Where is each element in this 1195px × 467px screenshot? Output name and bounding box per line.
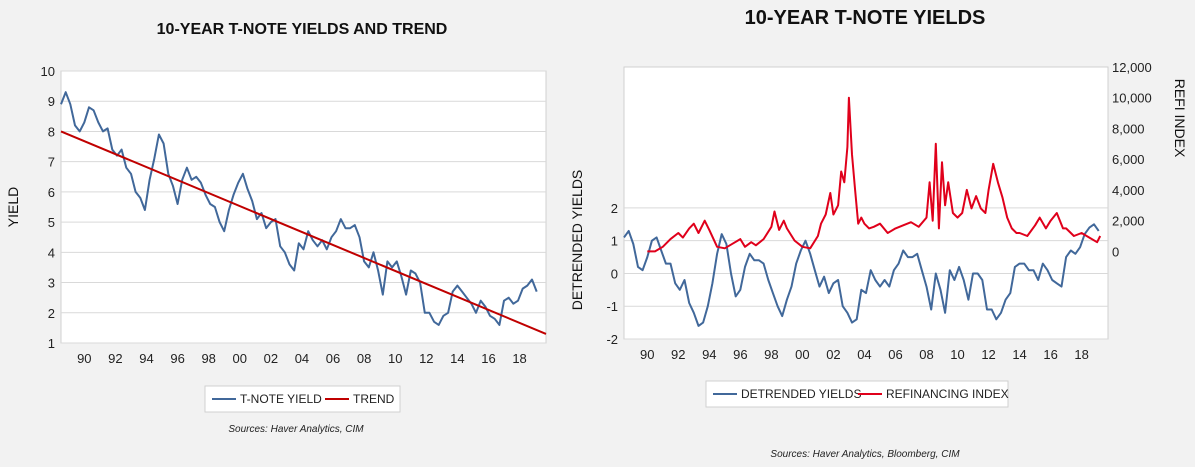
left-chart-title: 10-YEAR T-NOTE YIELDS AND TREND <box>157 21 448 38</box>
y-tick-label: 2 <box>611 201 618 216</box>
y2-tick-label: 12,000 <box>1112 60 1152 75</box>
right-legend-detrended-label: DETRENDED YIELDS <box>741 387 861 401</box>
left-chart: 10-YEAR T-NOTE YIELDS AND TREND 12345678… <box>5 21 547 435</box>
x-tick-label: 04 <box>295 351 309 366</box>
y-tick-label: -2 <box>606 332 618 347</box>
y2-tick-label: 0 <box>1112 244 1119 259</box>
y2-tick-label: 8,000 <box>1112 121 1145 136</box>
x-tick-label: 94 <box>139 351 153 366</box>
left-legend-box <box>204 385 401 413</box>
x-tick-label: 00 <box>795 347 809 362</box>
right-plot-area <box>623 66 1109 340</box>
y-tick-label: 3 <box>48 276 55 291</box>
left-plot-area <box>60 70 547 344</box>
x-tick-label: 96 <box>170 351 184 366</box>
right-y-axis-label: DETRENDED YIELDS <box>569 170 585 311</box>
y-tick-label: 0 <box>611 266 618 281</box>
right-series <box>623 96 1102 327</box>
x-tick-label: 08 <box>919 347 933 362</box>
left-y-axis-label: YIELD <box>5 187 21 227</box>
x-tick-label: 06 <box>888 347 902 362</box>
right-chart-title: 10-YEAR T-NOTE YIELDS <box>745 7 986 29</box>
right-y2-ticks: 0 2,000 4,000 6,000 8,000 10,000 12,000 <box>1112 60 1152 259</box>
right-legend-box <box>705 380 1009 408</box>
y-tick-label: 9 <box>48 94 55 109</box>
refinancing-index-series-line <box>647 96 1102 253</box>
x-tick-label: 98 <box>201 351 215 366</box>
left-legend-tnote-label: T-NOTE YIELD <box>240 392 322 406</box>
x-tick-label: 06 <box>326 351 340 366</box>
y-tick-label: 1 <box>48 336 55 351</box>
left-legend-trend-label: TREND <box>353 392 395 406</box>
x-tick-label: 14 <box>1012 347 1026 362</box>
x-tick-label: 96 <box>733 347 747 362</box>
x-tick-label: 94 <box>702 347 716 362</box>
y-tick-label: 4 <box>48 245 55 260</box>
y2-tick-label: 10,000 <box>1112 91 1152 106</box>
y-tick-label: 1 <box>611 234 618 249</box>
x-tick-label: 00 <box>233 351 247 366</box>
x-tick-label: 14 <box>450 351 464 366</box>
x-tick-label: 92 <box>671 347 685 362</box>
trend-series-line <box>60 130 547 335</box>
right-legend-refi-label: REFINANCING INDEX <box>886 387 1009 401</box>
y-tick-label: 7 <box>48 155 55 170</box>
right-chart-source: Sources: Haver Analytics, Bloomberg, CIM <box>770 449 960 460</box>
y-tick-label: 6 <box>48 185 55 200</box>
detrended-yields-series-line <box>623 223 1100 327</box>
y-tick-label: 5 <box>48 215 55 230</box>
x-tick-label: 90 <box>640 347 654 362</box>
left-series <box>60 91 547 335</box>
y2-tick-label: 6,000 <box>1112 152 1145 167</box>
right-y2-axis-label: REFI INDEX <box>1172 79 1188 158</box>
x-tick-label: 12 <box>981 347 995 362</box>
y-tick-label: 2 <box>48 306 55 321</box>
x-tick-label: 10 <box>950 347 964 362</box>
right-gridlines <box>624 207 1108 340</box>
x-tick-label: 10 <box>388 351 402 366</box>
left-gridlines <box>61 70 546 344</box>
x-tick-label: 92 <box>108 351 122 366</box>
x-tick-label: 02 <box>826 347 840 362</box>
x-tick-label: 12 <box>419 351 433 366</box>
left-x-ticks: 90 92 94 96 98 00 02 04 06 08 10 12 14 16 18 <box>77 351 527 366</box>
right-legend: DETRENDED YIELDS REFINANCING INDEX <box>705 380 1009 408</box>
x-tick-label: 90 <box>77 351 91 366</box>
x-tick-label: 16 <box>1043 347 1057 362</box>
y-tick-label: 8 <box>48 124 55 139</box>
left-y-ticks: 1 2 3 4 5 6 7 8 9 10 <box>41 64 55 351</box>
right-x-ticks: 90 92 94 96 98 00 02 04 06 08 10 12 14 16 18 <box>640 347 1089 362</box>
right-y-ticks: -2 -1 0 1 2 <box>606 201 618 347</box>
tnote-yield-series-line <box>60 91 538 326</box>
y2-tick-label: 2,000 <box>1112 214 1145 229</box>
x-tick-label: 16 <box>481 351 495 366</box>
x-tick-label: 08 <box>357 351 371 366</box>
x-tick-label: 04 <box>857 347 871 362</box>
x-tick-label: 98 <box>764 347 778 362</box>
x-tick-label: 02 <box>264 351 278 366</box>
x-tick-label: 18 <box>1074 347 1088 362</box>
y2-tick-label: 4,000 <box>1112 183 1145 198</box>
left-legend: T-NOTE YIELD TREND <box>204 385 401 413</box>
y-tick-label: -1 <box>606 299 618 314</box>
x-tick-label: 18 <box>512 351 526 366</box>
y-tick-label: 10 <box>41 64 55 79</box>
left-chart-source: Sources: Haver Analytics, CIM <box>228 424 364 435</box>
